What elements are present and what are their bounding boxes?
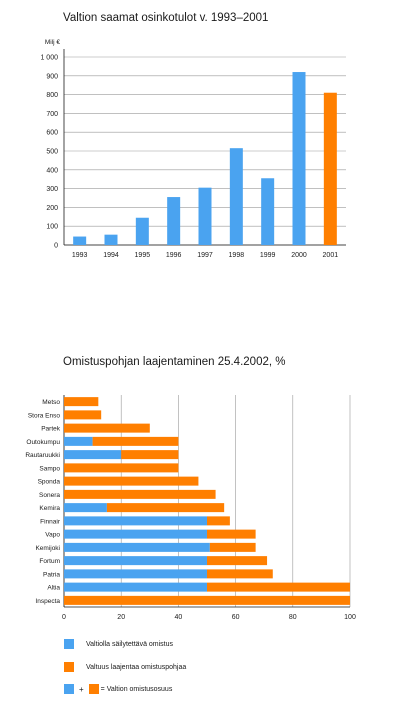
bar-finnair-retained <box>64 516 207 526</box>
x-tick-label: 0 <box>62 614 66 621</box>
x-tick-label: 1993 <box>72 252 88 259</box>
bar-kemijoki-retained <box>64 542 210 552</box>
legend-item-retained: Valtiolla säilytettävä omistus <box>64 638 173 650</box>
x-tick-label: 80 <box>289 614 297 621</box>
y-tick-label: 1 000 <box>40 55 58 62</box>
category-label: Kemira <box>39 505 60 512</box>
bar-kemira-expand <box>106 503 225 513</box>
y-tick-label: 200 <box>46 205 58 212</box>
bar-rautaruukki-expand <box>121 450 179 460</box>
category-label: Inspecta <box>35 598 60 605</box>
bar-1993 <box>73 236 87 245</box>
y-tick-label: 900 <box>46 73 58 80</box>
bar-2001 <box>323 92 337 245</box>
legend-swatch-orange-sum <box>88 684 99 694</box>
category-label: Rautaruukki <box>25 452 60 459</box>
legend-label-retained: Valtiolla säilytettävä omistus <box>86 640 174 648</box>
legend-label-sum: = Valtion omistusosuus <box>100 685 173 693</box>
legend-item-sum: + = Valtion omistusosuus <box>64 683 172 695</box>
bar-1996 <box>167 197 181 245</box>
bar-1998 <box>229 148 243 245</box>
legend-label-expand: Valtuus laajentaa omistuspohjaa <box>86 663 187 671</box>
bar-2000 <box>292 72 306 245</box>
bar-1994 <box>104 234 118 245</box>
legend-plus: + <box>79 684 84 694</box>
y-tick-label: 800 <box>46 92 58 99</box>
y-axis-unit-label: Milj € <box>45 39 61 46</box>
x-tick-label: 1996 <box>166 252 182 259</box>
x-tick-label: 2000 <box>291 252 307 259</box>
category-label: Altia <box>47 585 60 592</box>
bar-fortum-retained <box>64 556 207 566</box>
chart2-title: Omistuspohjan laajentaminen 25.4.2002, % <box>63 356 286 368</box>
x-tick-label: 40 <box>175 614 183 621</box>
x-tick-label: 1998 <box>229 252 245 259</box>
category-label: Partek <box>41 426 61 433</box>
bar-sponda-expand <box>64 476 199 486</box>
bar-vapo-retained <box>64 529 207 539</box>
category-label: Patria <box>43 571 60 578</box>
y-tick-label: 100 <box>46 224 58 231</box>
x-tick-label: 60 <box>232 614 240 621</box>
x-tick-label: 1997 <box>197 252 213 259</box>
bar-1999 <box>261 178 275 245</box>
bar-stora-enso-expand <box>64 410 102 420</box>
y-tick-label: 600 <box>46 130 58 137</box>
bar-kemijoki-expand <box>209 542 256 552</box>
bar-altia-expand <box>207 582 350 592</box>
bar-patria-expand <box>207 569 273 579</box>
category-label: Sonera <box>39 492 60 499</box>
x-tick-label: 20 <box>117 614 125 621</box>
x-tick-label: 1995 <box>135 252 151 259</box>
bar-patria-retained <box>64 569 207 579</box>
category-label: Vapo <box>45 532 60 539</box>
x-tick-label: 1999 <box>260 252 276 259</box>
bar-rautaruukki-retained <box>64 450 122 460</box>
x-tick-label: 2001 <box>323 252 339 259</box>
y-tick-label: 700 <box>46 111 58 118</box>
bar-metso-expand <box>64 397 99 407</box>
bar-1995 <box>135 217 149 245</box>
bar-sampo-expand <box>64 463 179 473</box>
category-label: Sampo <box>39 465 60 472</box>
bar-finnair-expand <box>207 516 230 526</box>
y-tick-label: 400 <box>46 167 58 174</box>
bar-altia-retained <box>64 582 207 592</box>
dividend-bar-chart: 0 100 200 300 400 500 600 700 800 900 1 000 Milj € 1… <box>40 39 346 259</box>
bar-outokumpu-retained <box>64 436 93 446</box>
legend-swatch-blue-sum <box>64 684 74 694</box>
category-label: Kemijoki <box>35 545 60 552</box>
legend-item-expand: Valtuus laajentaa omistuspohjaa <box>64 661 186 673</box>
chart1-title: Valtion saamat osinkotulot v. 1993–2001 <box>63 12 269 24</box>
bar-fortum-expand <box>207 556 268 566</box>
bar-outokumpu-expand <box>92 436 179 446</box>
x-tick-label: 1994 <box>103 252 119 259</box>
y-tick-label: 500 <box>46 149 58 156</box>
bar-kemira-retained <box>64 503 107 513</box>
bar-1997 <box>198 187 212 245</box>
y-tick-label: 300 <box>46 186 58 193</box>
category-label: Stora Enso <box>28 412 61 419</box>
x-tick-label: 100 <box>344 614 356 621</box>
bar-sonera-expand <box>64 489 216 499</box>
category-label: Fortum <box>39 558 60 565</box>
category-label: Finnair <box>40 518 61 525</box>
legend-swatch-orange <box>64 662 74 672</box>
category-label: Outokumpu <box>26 439 60 446</box>
y-tick-label: 0 <box>54 243 58 250</box>
bar-inspecta-expand <box>64 595 350 605</box>
bar-partek-expand <box>64 423 150 433</box>
category-label: Sponda <box>38 479 61 486</box>
legend-swatch-blue <box>64 639 74 649</box>
category-label: Metso <box>42 399 60 406</box>
bar-vapo-expand <box>207 529 256 539</box>
